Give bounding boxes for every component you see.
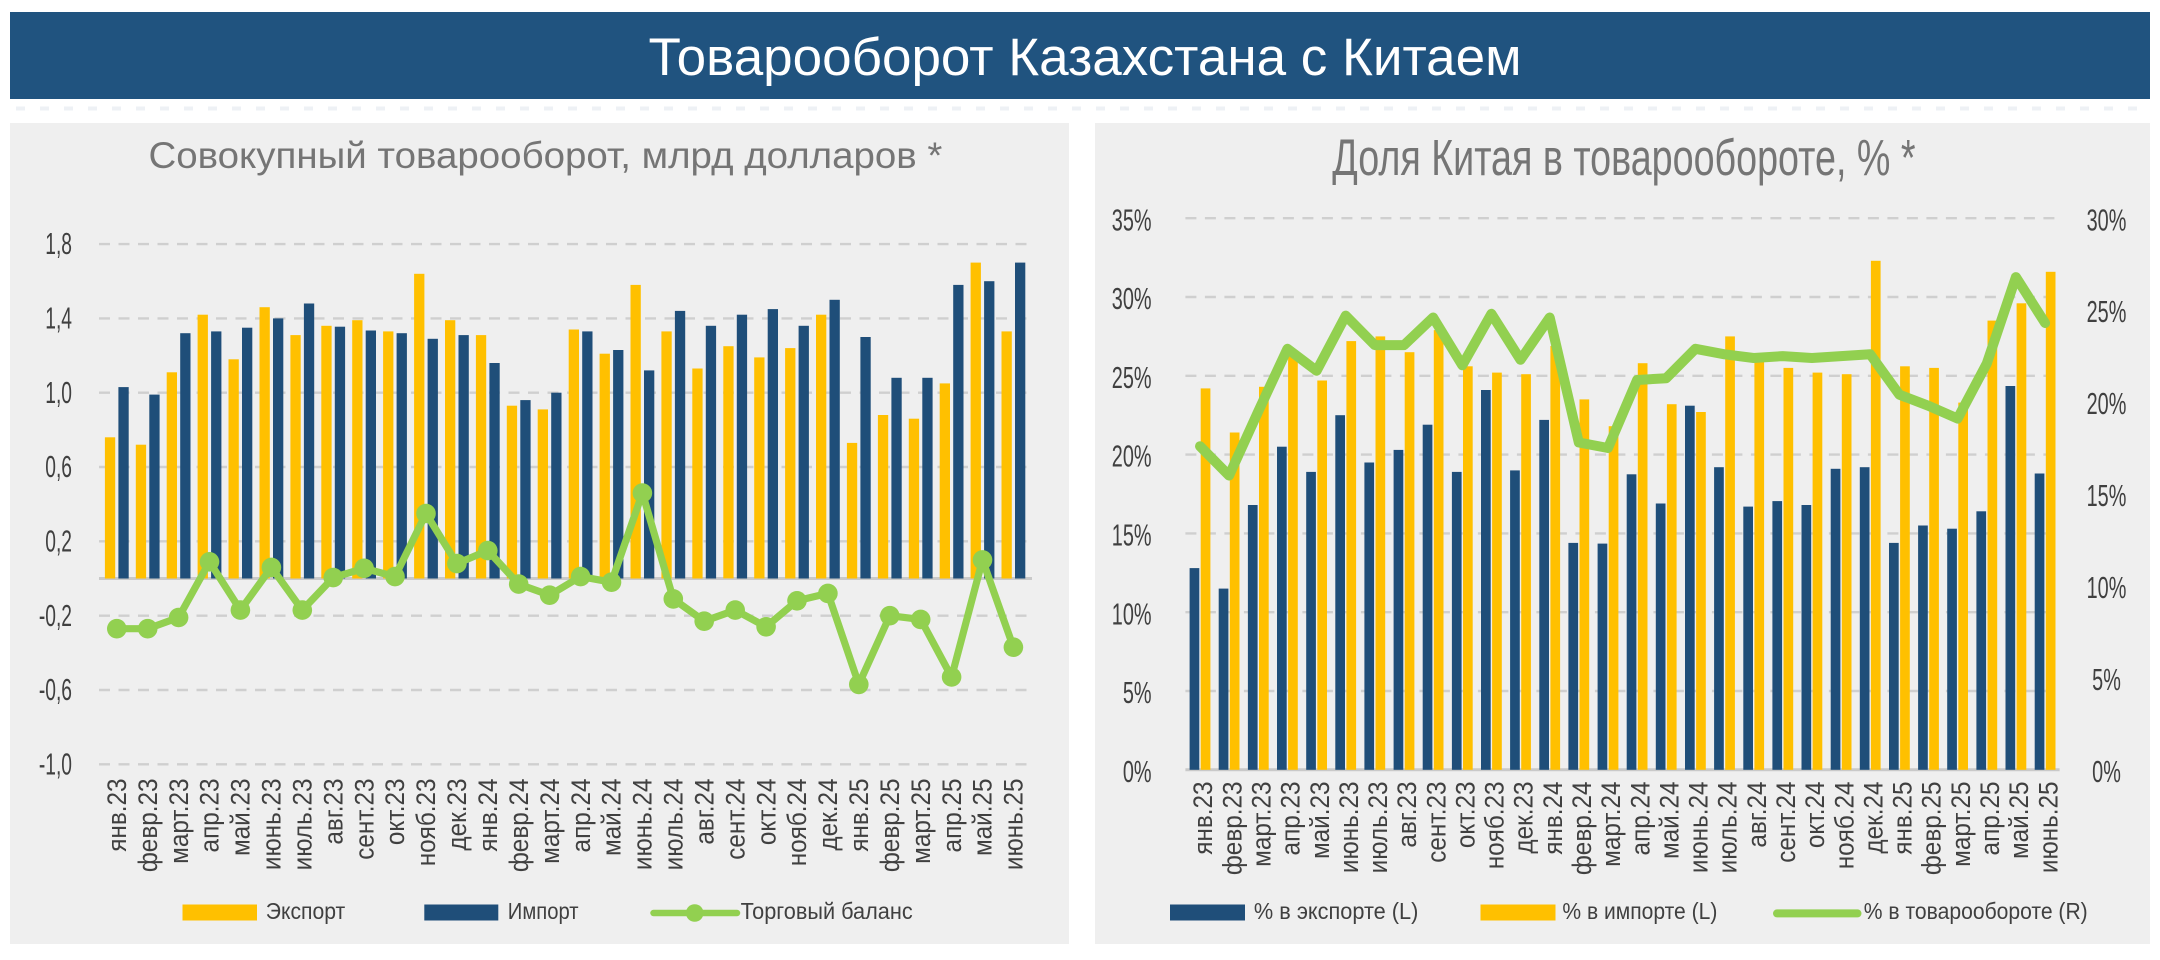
svg-text:авг.24: авг.24 [690, 779, 719, 845]
svg-text:янв.24: янв.24 [474, 779, 503, 852]
svg-text:июнь.23: июнь.23 [1335, 782, 1364, 874]
svg-text:июль.24: июль.24 [1714, 782, 1743, 874]
svg-text:май.25: май.25 [2005, 782, 2034, 860]
svg-text:авг.23: авг.23 [319, 779, 348, 845]
svg-text:0%: 0% [1123, 753, 1152, 789]
svg-text:дек.24: дек.24 [814, 779, 843, 851]
svg-text:Товарооборот Казахстана с Кита: Товарооборот Казахстана с Китаем [648, 28, 1521, 87]
svg-text:нояб.23: нояб.23 [412, 779, 441, 867]
svg-text:окт.24: окт.24 [752, 779, 781, 846]
svg-text:окт.24: окт.24 [1801, 782, 1830, 849]
svg-text:март.23: март.23 [165, 779, 194, 864]
svg-text:30%: 30% [2087, 202, 2127, 238]
svg-text:май.23: май.23 [1306, 782, 1335, 860]
svg-text:Экспорт: Экспорт [266, 898, 345, 924]
svg-text:0,6: 0,6 [45, 451, 72, 485]
svg-text:май.24: май.24 [598, 779, 627, 857]
svg-text:июнь.25: июнь.25 [999, 779, 1028, 871]
svg-text:июнь.24: июнь.24 [1684, 782, 1713, 874]
svg-text:февр.25: февр.25 [1918, 782, 1947, 876]
svg-text:5%: 5% [1123, 675, 1152, 711]
svg-text:15%: 15% [1112, 517, 1152, 553]
svg-text:25%: 25% [2087, 294, 2127, 330]
svg-text:апр.24: апр.24 [1626, 782, 1655, 856]
svg-text:апр.23: апр.23 [1276, 782, 1305, 856]
svg-text:янв.25: янв.25 [1888, 782, 1917, 855]
svg-text:окт.23: окт.23 [1451, 782, 1480, 849]
svg-text:сент.24: сент.24 [721, 779, 750, 860]
svg-text:нояб.24: нояб.24 [783, 779, 812, 867]
svg-text:сент.24: сент.24 [1772, 782, 1801, 863]
svg-text:февр.25: февр.25 [876, 779, 905, 873]
svg-text:апр.23: апр.23 [196, 779, 225, 853]
svg-text:окт.23: окт.23 [381, 779, 410, 846]
svg-text:янв.23: янв.23 [1189, 782, 1218, 855]
svg-text:апр.25: апр.25 [1976, 782, 2005, 856]
svg-text:янв.23: янв.23 [103, 779, 132, 852]
svg-text:май.24: май.24 [1655, 782, 1684, 860]
svg-text:20%: 20% [2087, 386, 2127, 422]
svg-text:10%: 10% [1112, 596, 1152, 632]
svg-text:март.24: март.24 [536, 779, 565, 864]
svg-text:май.23: май.23 [226, 779, 255, 857]
svg-text:30%: 30% [1112, 281, 1152, 317]
svg-text:-1,0: -1,0 [39, 748, 72, 782]
svg-text:0%: 0% [2092, 753, 2121, 789]
svg-text:июнь.24: июнь.24 [628, 779, 657, 871]
svg-text:апр.24: апр.24 [567, 779, 596, 853]
svg-text:Совокупный товарооборот, млрд: Совокупный товарооборот, млрд долларов * [148, 135, 942, 176]
svg-text:1,4: 1,4 [45, 302, 72, 336]
svg-text:дек.23: дек.23 [1510, 782, 1539, 854]
svg-text:Импорт: Импорт [508, 898, 579, 925]
svg-text:10%: 10% [2087, 569, 2127, 605]
svg-text:авг.24: авг.24 [1743, 782, 1772, 848]
svg-text:35%: 35% [1112, 202, 1152, 238]
svg-text:-0,6: -0,6 [39, 674, 72, 708]
svg-text:25%: 25% [1112, 359, 1152, 395]
svg-text:февр.24: февр.24 [1568, 782, 1597, 876]
svg-text:% в экспорте (L): % в экспорте (L) [1254, 898, 1418, 924]
svg-text:июнь.25: июнь.25 [2034, 782, 2063, 874]
svg-text:% в импорте (L): % в импорте (L) [1562, 898, 1717, 924]
svg-text:февр.24: февр.24 [505, 779, 534, 873]
svg-text:февр.23: февр.23 [1218, 782, 1247, 876]
svg-text:июль.24: июль.24 [659, 779, 688, 871]
svg-text:янв.25: янв.25 [845, 779, 874, 852]
svg-text:1,0: 1,0 [45, 376, 72, 410]
svg-text:Доля Китая в товарообороте, %: Доля Китая в товарообороте, % * [1332, 128, 1915, 186]
svg-text:июль.23: июль.23 [1364, 782, 1393, 874]
svg-text:дек.24: дек.24 [1859, 782, 1888, 854]
svg-text:дек.23: дек.23 [443, 779, 472, 851]
svg-text:нояб.23: нояб.23 [1480, 782, 1509, 870]
svg-text:сент.23: сент.23 [1422, 782, 1451, 863]
svg-text:март.25: март.25 [907, 779, 936, 864]
svg-text:март.24: март.24 [1597, 782, 1626, 867]
svg-text:5%: 5% [2092, 661, 2121, 697]
svg-text:апр.25: апр.25 [938, 779, 967, 853]
svg-text:-0,2: -0,2 [39, 599, 72, 633]
svg-text:авг.23: авг.23 [1393, 782, 1422, 848]
svg-text:июль.23: июль.23 [288, 779, 317, 871]
svg-text:май.25: май.25 [969, 779, 998, 857]
svg-text:Торговый баланс: Торговый баланс [741, 898, 913, 924]
svg-text:февр.23: февр.23 [134, 779, 163, 873]
svg-text:янв.24: янв.24 [1539, 782, 1568, 855]
svg-text:% в товарообороте (R): % в товарообороте (R) [1864, 898, 2088, 924]
svg-text:0,2: 0,2 [45, 525, 72, 559]
svg-text:июнь.23: июнь.23 [257, 779, 286, 871]
svg-text:сент.23: сент.23 [350, 779, 379, 860]
svg-text:март.23: март.23 [1247, 782, 1276, 867]
svg-text:1,8: 1,8 [45, 228, 72, 262]
svg-text:март.25: март.25 [1947, 782, 1976, 867]
svg-text:20%: 20% [1112, 438, 1152, 474]
svg-text:15%: 15% [2087, 478, 2127, 514]
svg-text:нояб.24: нояб.24 [1830, 782, 1859, 870]
